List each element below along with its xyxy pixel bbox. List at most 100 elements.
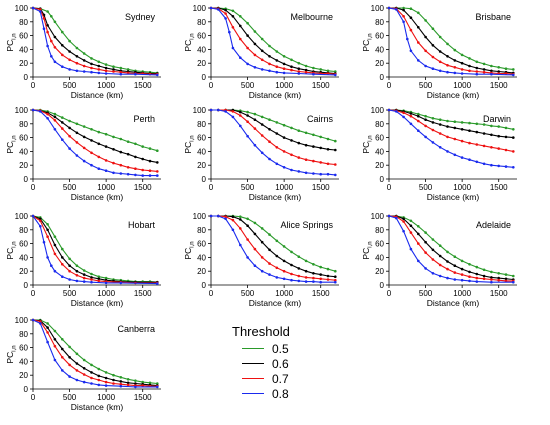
y-tick-label: 0 bbox=[202, 175, 207, 184]
x-tick-label: 1500 bbox=[312, 289, 330, 298]
data-point bbox=[482, 144, 486, 148]
data-point bbox=[68, 126, 71, 130]
data-point bbox=[319, 265, 323, 269]
data-point bbox=[39, 110, 42, 113]
data-point bbox=[68, 278, 71, 281]
data-point bbox=[268, 44, 271, 48]
data-point bbox=[387, 214, 391, 218]
data-point bbox=[402, 8, 405, 12]
data-point bbox=[53, 243, 57, 247]
data-point bbox=[112, 373, 115, 377]
data-point bbox=[402, 20, 405, 24]
data-point bbox=[409, 114, 413, 118]
data-point bbox=[134, 385, 137, 389]
data-point bbox=[475, 122, 479, 126]
data-point bbox=[446, 250, 449, 254]
data-point bbox=[104, 376, 108, 380]
data-point bbox=[417, 129, 420, 132]
x-axis-label: Distance (km) bbox=[71, 298, 124, 308]
data-point bbox=[75, 269, 79, 273]
x-tick-label: 1500 bbox=[134, 393, 152, 402]
y-tick-label: 40 bbox=[197, 147, 206, 156]
data-point bbox=[409, 224, 413, 227]
data-point bbox=[239, 114, 242, 117]
data-point bbox=[438, 50, 442, 53]
data-point bbox=[297, 274, 301, 278]
data-point bbox=[246, 134, 249, 138]
data-point bbox=[460, 273, 464, 276]
series-0.8 bbox=[387, 214, 515, 284]
data-point bbox=[260, 58, 264, 62]
data-point bbox=[312, 263, 315, 266]
data-point bbox=[446, 125, 449, 128]
data-point bbox=[512, 274, 515, 278]
data-point bbox=[304, 143, 308, 147]
data-point bbox=[75, 61, 79, 65]
y-tick-label: 80 bbox=[197, 18, 206, 27]
data-point bbox=[326, 278, 330, 281]
data-point bbox=[468, 141, 471, 145]
data-point bbox=[119, 137, 123, 141]
legend-swatch bbox=[242, 393, 264, 394]
data-point bbox=[68, 50, 71, 53]
data-point bbox=[424, 49, 427, 53]
data-point bbox=[468, 279, 471, 283]
data-point bbox=[39, 320, 42, 323]
y-tick-label: 60 bbox=[375, 32, 384, 41]
data-point bbox=[231, 14, 235, 18]
x-tick-label: 1500 bbox=[134, 81, 152, 90]
data-point bbox=[504, 67, 508, 70]
data-point bbox=[275, 121, 279, 124]
y-tick-label: 80 bbox=[19, 226, 28, 235]
legend: Threshold 0.5 0.6 0.7 0.8 bbox=[232, 324, 290, 401]
data-point bbox=[75, 369, 79, 372]
data-point bbox=[490, 64, 493, 68]
data-point bbox=[82, 367, 86, 370]
data-point bbox=[239, 37, 242, 41]
x-axis-label: Distance (km) bbox=[427, 298, 480, 308]
data-point bbox=[290, 126, 293, 130]
data-point bbox=[231, 9, 235, 13]
x-tick-label: 0 bbox=[209, 81, 214, 90]
data-point bbox=[53, 235, 57, 238]
data-point bbox=[75, 264, 79, 268]
data-point bbox=[53, 119, 57, 122]
data-point bbox=[119, 172, 123, 175]
data-point bbox=[282, 62, 286, 66]
y-tick-label: 20 bbox=[375, 267, 384, 276]
data-point bbox=[438, 244, 442, 247]
panel-title: Cairns bbox=[307, 114, 334, 124]
data-point bbox=[319, 68, 323, 71]
data-point bbox=[438, 263, 442, 267]
data-point bbox=[141, 168, 144, 172]
data-point bbox=[402, 111, 405, 115]
data-point bbox=[282, 123, 286, 127]
data-point bbox=[424, 124, 427, 128]
data-point bbox=[417, 26, 420, 29]
data-point bbox=[148, 381, 152, 385]
data-point bbox=[312, 272, 315, 275]
x-tick-label: 1500 bbox=[490, 183, 508, 192]
y-tick-label: 20 bbox=[19, 371, 28, 380]
y-tick-label: 20 bbox=[197, 267, 206, 276]
data-point bbox=[453, 48, 457, 52]
data-point bbox=[431, 141, 435, 144]
data-point bbox=[431, 258, 435, 261]
data-point bbox=[490, 124, 493, 128]
data-point bbox=[82, 52, 86, 55]
y-tick-label: 0 bbox=[380, 281, 385, 290]
data-point bbox=[446, 135, 449, 139]
x-tick-label: 1000 bbox=[453, 289, 471, 298]
legend-label: 0.7 bbox=[272, 371, 289, 386]
data-point bbox=[126, 152, 130, 156]
panel-title: Hobart bbox=[128, 220, 156, 230]
data-point bbox=[46, 10, 49, 13]
data-point bbox=[417, 242, 420, 245]
data-point bbox=[50, 14, 53, 18]
data-point bbox=[126, 71, 130, 75]
data-point bbox=[42, 17, 46, 20]
data-point bbox=[468, 64, 471, 68]
